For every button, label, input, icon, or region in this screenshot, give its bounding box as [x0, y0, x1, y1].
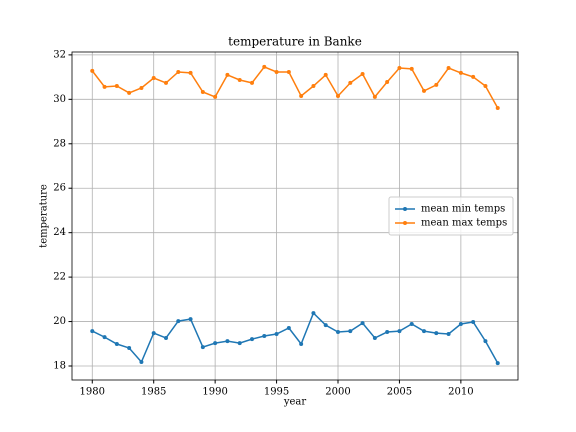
- line: [91, 311, 499, 364]
- point: [114, 342, 119, 346]
- point: [422, 88, 427, 93]
- point: [336, 94, 341, 98]
- point: [458, 322, 463, 326]
- point: [139, 86, 144, 90]
- point: [151, 331, 156, 336]
- point: [336, 330, 341, 334]
- point: [286, 326, 291, 330]
- point: [372, 94, 377, 99]
- point: [200, 90, 205, 94]
- point: [360, 321, 365, 326]
- point: [200, 345, 205, 350]
- point: [348, 329, 353, 334]
- legend-label: mean max temps: [421, 218, 507, 229]
- point: [422, 329, 427, 334]
- point: [299, 94, 304, 98]
- point: [176, 70, 181, 74]
- point: [163, 336, 168, 340]
- x-tick-label: 1995: [264, 387, 289, 398]
- legend-marker: [403, 207, 407, 211]
- point: [114, 84, 119, 88]
- point: [286, 70, 291, 74]
- point: [262, 334, 267, 338]
- legend-marker: [403, 221, 407, 225]
- point: [188, 70, 193, 75]
- point: [213, 94, 218, 99]
- x-tick-label: 1990: [202, 387, 227, 398]
- point: [163, 80, 168, 85]
- point: [434, 82, 439, 87]
- point: [311, 84, 316, 88]
- x-tick-label: 2000: [325, 387, 350, 398]
- point: [237, 78, 242, 82]
- point: [348, 80, 353, 85]
- point: [127, 346, 132, 350]
- y-tick-label: 30: [53, 94, 66, 105]
- y-tick-label: 28: [53, 138, 66, 149]
- point: [409, 66, 414, 71]
- x-axis-label: year: [283, 397, 307, 408]
- point: [483, 84, 488, 88]
- chart-title: temperature in Banke: [228, 35, 362, 49]
- point: [446, 66, 451, 70]
- point: [237, 341, 242, 346]
- y-tick-label: 18: [53, 361, 66, 372]
- point: [471, 74, 476, 79]
- y-tick-label: 24: [53, 227, 66, 238]
- point: [151, 76, 156, 80]
- legend-box: [388, 196, 514, 236]
- x-tick-label: 2005: [387, 387, 412, 398]
- y-axis-label: temperature: [39, 184, 50, 248]
- point: [90, 329, 95, 334]
- point: [385, 80, 390, 84]
- point: [139, 360, 144, 364]
- point: [274, 332, 279, 336]
- point: [495, 361, 500, 366]
- point: [127, 90, 132, 95]
- point: [311, 311, 316, 316]
- point: [471, 320, 476, 324]
- point: [249, 337, 254, 342]
- plot-frame: [71, 51, 519, 381]
- point: [360, 72, 365, 76]
- legend-label: mean min temps: [421, 204, 505, 215]
- point: [102, 84, 107, 89]
- point: [323, 323, 328, 328]
- point: [102, 335, 107, 340]
- point: [225, 72, 230, 77]
- point: [274, 70, 279, 74]
- point: [323, 72, 328, 77]
- point: [299, 342, 304, 346]
- point: [434, 331, 439, 336]
- point: [385, 330, 390, 334]
- point: [249, 80, 254, 85]
- point: [446, 332, 451, 336]
- x-tick-label: 1985: [141, 387, 166, 398]
- point: [176, 319, 181, 324]
- point: [372, 336, 377, 340]
- x-tick-label: 2010: [448, 387, 473, 398]
- point: [495, 106, 500, 110]
- point: [458, 70, 463, 75]
- point: [397, 329, 402, 334]
- x-tick-label: 1980: [80, 387, 105, 398]
- y-tick-label: 22: [53, 272, 66, 283]
- line: [91, 65, 499, 109]
- point: [397, 66, 402, 70]
- y-tick-label: 26: [53, 183, 66, 194]
- point: [188, 317, 193, 322]
- point: [262, 64, 267, 69]
- point: [483, 339, 488, 344]
- point: [409, 322, 414, 326]
- y-tick-label: 20: [53, 316, 66, 327]
- legend: mean min temps mean max temps: [388, 196, 514, 236]
- point: [213, 341, 218, 346]
- y-tick-label: 32: [53, 49, 66, 60]
- point: [225, 339, 230, 344]
- point: [90, 68, 95, 73]
